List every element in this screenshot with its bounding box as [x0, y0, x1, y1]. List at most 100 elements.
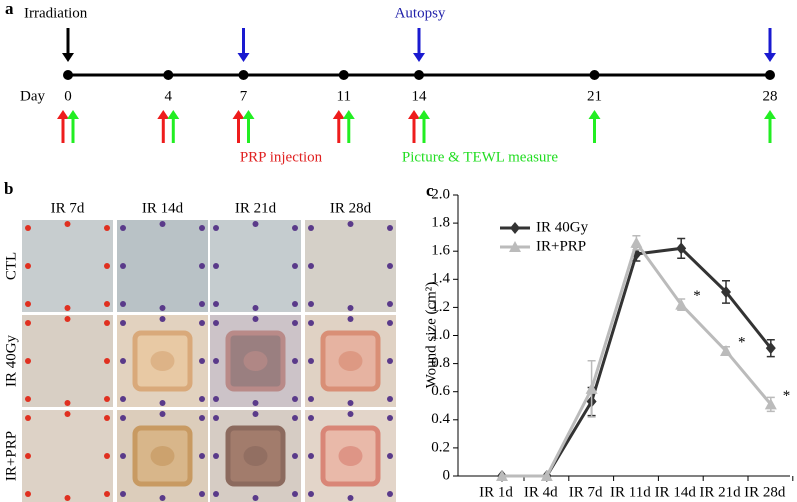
tattoo-dot — [387, 453, 393, 459]
tattoo-dot — [64, 305, 71, 311]
tattoo-dot — [25, 301, 31, 307]
tattoo-dot — [104, 225, 110, 231]
tattoo-dot — [104, 320, 110, 326]
tattoo-dot — [213, 491, 219, 497]
day-number: 21 — [587, 88, 602, 104]
irradiation-label: Irradiation — [24, 5, 88, 21]
day-dot — [589, 70, 600, 80]
x-tick-label: IR 1d — [479, 484, 513, 500]
tattoo-dot — [104, 491, 110, 497]
tattoo-dot — [199, 491, 205, 497]
tattoo-dot — [104, 396, 110, 402]
tattoo-dot — [213, 415, 219, 421]
tattoo-dot — [104, 263, 110, 269]
day-number: 11 — [337, 88, 351, 104]
tattoo-dot — [292, 396, 298, 402]
tattoo-dot — [308, 453, 314, 459]
wound-center — [243, 351, 268, 371]
tattoo-dot — [213, 358, 219, 364]
tattoo-dot — [347, 400, 354, 406]
y-tick-label: 0.4 — [431, 411, 450, 427]
tattoo-dot — [292, 320, 298, 326]
tattoo-dot — [199, 396, 205, 402]
y-tick-label: 1.4 — [431, 271, 450, 287]
photo-grid — [22, 220, 396, 502]
day-dot — [414, 70, 424, 80]
day-number: 14 — [412, 88, 428, 104]
tattoo-dot — [159, 316, 166, 322]
tattoo-dot — [199, 320, 205, 326]
photo — [117, 220, 208, 312]
x-tick-label: IR 7d — [569, 484, 603, 500]
tattoo-dot — [120, 396, 126, 402]
tattoo-dot — [292, 491, 298, 497]
picture-arrow-head — [342, 110, 355, 119]
tattoo-dot — [213, 453, 219, 459]
day-dot — [163, 70, 174, 80]
point — [765, 342, 776, 355]
tattoo-dot — [347, 316, 354, 322]
tattoo-dot — [252, 316, 259, 322]
tattoo-dot — [159, 305, 166, 311]
picture-arrow-head — [588, 110, 601, 119]
tattoo-dot — [25, 358, 31, 364]
point — [540, 470, 553, 481]
tattoo-dot — [252, 495, 259, 501]
tattoo-dot — [120, 301, 126, 307]
prp-arrow-head — [157, 110, 170, 119]
tattoo-dot — [104, 453, 110, 459]
tattoo-dot — [308, 263, 314, 269]
tattoo-dot — [347, 411, 354, 417]
autopsy-arrow-head — [413, 53, 425, 62]
y-tick-label: 0 — [443, 467, 451, 483]
tattoo-dot — [25, 415, 31, 421]
y-tick-label: 0.8 — [431, 355, 450, 371]
point — [585, 382, 598, 394]
day-dot — [238, 70, 249, 80]
tattoo-dot — [25, 263, 31, 269]
tattoo-dot — [159, 495, 166, 501]
tattoo-dot — [292, 415, 298, 421]
tattoo-dot — [25, 225, 31, 231]
y-axis-title: Wound size (cm²) — [423, 282, 439, 389]
tattoo-dot — [252, 221, 259, 227]
tattoo-dot — [213, 396, 219, 402]
annotation: * — [783, 388, 791, 404]
day-number: 4 — [165, 88, 173, 104]
tattoo-dot — [159, 221, 166, 227]
row-label: IR 40Gy — [3, 334, 19, 387]
wound-center — [150, 351, 175, 371]
tattoo-dot — [308, 396, 314, 402]
tattoo-dot — [308, 415, 314, 421]
tattoo-dot — [213, 263, 219, 269]
y-tick-label: 1.2 — [431, 299, 450, 315]
photo — [22, 410, 113, 502]
tattoo-dot — [387, 263, 393, 269]
tattoo-dot — [292, 301, 298, 307]
tattoo-dot — [199, 415, 205, 421]
tattoo-dot — [120, 453, 126, 459]
day-dot — [338, 70, 349, 80]
legend-label: IR+PRP — [536, 238, 586, 254]
tattoo-dot — [199, 263, 205, 269]
tattoo-dot — [104, 301, 110, 307]
tattoo-dot — [387, 396, 393, 402]
tattoo-dot — [159, 411, 166, 417]
tattoo-dot — [292, 453, 298, 459]
photo — [22, 315, 113, 407]
x-tick-label: IR 28d — [744, 484, 786, 500]
tattoo-dot — [104, 415, 110, 421]
point — [510, 222, 520, 234]
irradiation-arrow-head — [62, 53, 74, 62]
day-number: 7 — [240, 88, 248, 104]
tattoo-dot — [213, 320, 219, 326]
tattoo-dot — [199, 301, 205, 307]
tattoo-dot — [387, 358, 393, 364]
column-header: IR 7d — [51, 200, 85, 216]
autopsy-arrow-head — [237, 53, 250, 62]
tattoo-dot — [64, 221, 71, 227]
prp-arrow-head — [408, 110, 420, 119]
wound-center — [150, 446, 175, 466]
tattoo-dot — [159, 400, 166, 406]
wound-center — [243, 446, 268, 466]
